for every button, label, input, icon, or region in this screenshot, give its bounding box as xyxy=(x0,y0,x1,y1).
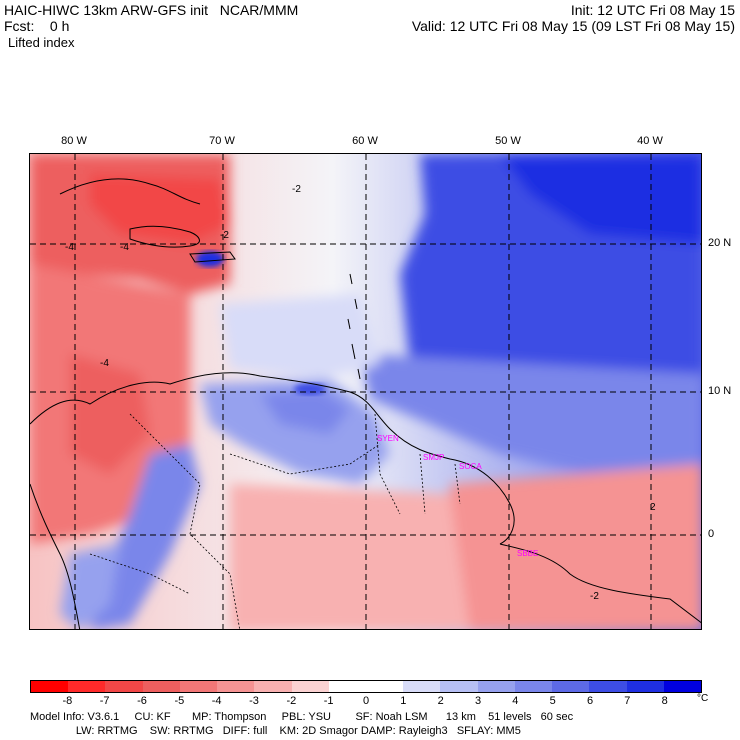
lat-lon-grid xyxy=(30,154,701,629)
contour-label: -2 xyxy=(590,591,599,602)
borders xyxy=(89,413,461,629)
valid-time: Valid: 12 UTC Fri 08 May 15 (09 LST Fri … xyxy=(411,18,735,34)
colorbar-tick-label: -2 xyxy=(286,695,297,707)
puerto-rico-coast xyxy=(189,251,236,263)
model-info-line-2: LW: RRTMG SW: RRTMG DIFF: full KM: 2D Sm… xyxy=(30,725,521,737)
colorbar-segment xyxy=(68,681,106,692)
model-title: HAIC-HIWC 13km ARW-GFS init NCAR/MMM xyxy=(4,2,299,18)
forecast-hour: Fcst: 0 h xyxy=(4,18,70,34)
colorbar-segment xyxy=(403,681,441,692)
station-label-soca: SOCA xyxy=(459,462,482,471)
colorbar-tick-label: 6 xyxy=(586,695,594,707)
colorbar-tick-label: -7 xyxy=(99,695,110,707)
field-shading xyxy=(30,154,701,629)
colorbar-tick-label: -4 xyxy=(211,695,222,707)
contour-label: -4 xyxy=(65,242,74,253)
colorbar-segment xyxy=(477,681,515,692)
colorbar-segment xyxy=(626,681,664,692)
colorbar-segment xyxy=(31,681,69,692)
contour-label: -4 xyxy=(120,242,129,253)
south-america-north-coast xyxy=(30,372,515,545)
hispaniola-coast xyxy=(129,225,200,248)
lon-label-60w: 60 W xyxy=(352,135,378,147)
model-info-line-1: Model Info: V3.6.1 CU: KF MP: Thompson P… xyxy=(30,711,574,723)
colorbar-segment xyxy=(663,681,701,692)
colorbar-segment xyxy=(589,681,627,692)
colorbar-tick-label: -3 xyxy=(249,695,259,707)
map-canvas: -2 -4 -4 -4 -2 -2 2 SYEN SMJP SOCA SBBE xyxy=(30,154,701,629)
colorbar-tick-label: -8 xyxy=(62,695,73,707)
colorbar-tick-label: 5 xyxy=(549,695,556,707)
init-time: Init: 12 UTC Fri 08 May 15 xyxy=(570,2,735,18)
colorbar-segment xyxy=(254,681,292,692)
lon-label-40w: 40 W xyxy=(637,135,663,147)
brazil-coast xyxy=(499,543,701,624)
colorbar-unit: °C xyxy=(697,693,709,704)
field-name: Lifted index xyxy=(8,35,75,50)
contour-label: -4 xyxy=(100,358,109,369)
colorbar-tick-label: 8 xyxy=(661,695,668,707)
blue-cell xyxy=(196,251,224,267)
colorbar-tick-label: -5 xyxy=(174,695,185,707)
colorbar-tick-label: -1 xyxy=(323,695,334,707)
colorbar-tick-label: 3 xyxy=(474,695,482,707)
lat-label-20n: 20 N xyxy=(708,237,732,249)
colorbar-tick-label: 7 xyxy=(624,695,631,707)
colorbar-tick-label: -6 xyxy=(137,695,147,707)
colorbar-segment xyxy=(142,681,180,692)
colorbar-segment xyxy=(328,681,366,692)
contour-label: -2 xyxy=(292,184,301,195)
lat-label-10n: 10 N xyxy=(708,385,732,397)
colorbar-segment xyxy=(440,681,478,692)
colorbar-tick-label: 0 xyxy=(362,695,370,707)
cuba-coast xyxy=(59,178,201,205)
lon-label-50w: 50 W xyxy=(495,135,521,147)
colorbar xyxy=(30,680,702,693)
colorbar-tick-label: 4 xyxy=(512,695,519,707)
colorbar-segment xyxy=(217,681,255,692)
colorbar-segment xyxy=(514,681,553,692)
colorbar-segment xyxy=(365,681,404,692)
station-label-sbbe: SBBE xyxy=(517,549,538,558)
colorbar-segment xyxy=(552,681,590,692)
colorbar-segment xyxy=(291,681,329,692)
station-label-syen: SYEN xyxy=(377,434,399,443)
lat-label-equator: 0 xyxy=(708,528,715,540)
contour-label: -2 xyxy=(220,230,229,241)
colorbar-tick-label: 1 xyxy=(400,695,407,707)
colorbar-tick-label: 2 xyxy=(437,695,444,707)
lon-label-80w: 80 W xyxy=(61,135,87,147)
lon-label-70w: 70 W xyxy=(209,135,235,147)
contour-label: 2 xyxy=(650,502,656,513)
colorbar-segment xyxy=(105,681,143,692)
lesser-antilles xyxy=(347,273,361,380)
lifted-index-map: -2 -4 -4 -4 -2 -2 2 SYEN SMJP SOCA SBBE xyxy=(29,153,702,630)
blue-cell xyxy=(294,383,326,395)
station-label-smjp: SMJP xyxy=(423,453,444,462)
colorbar-segment xyxy=(179,681,218,692)
